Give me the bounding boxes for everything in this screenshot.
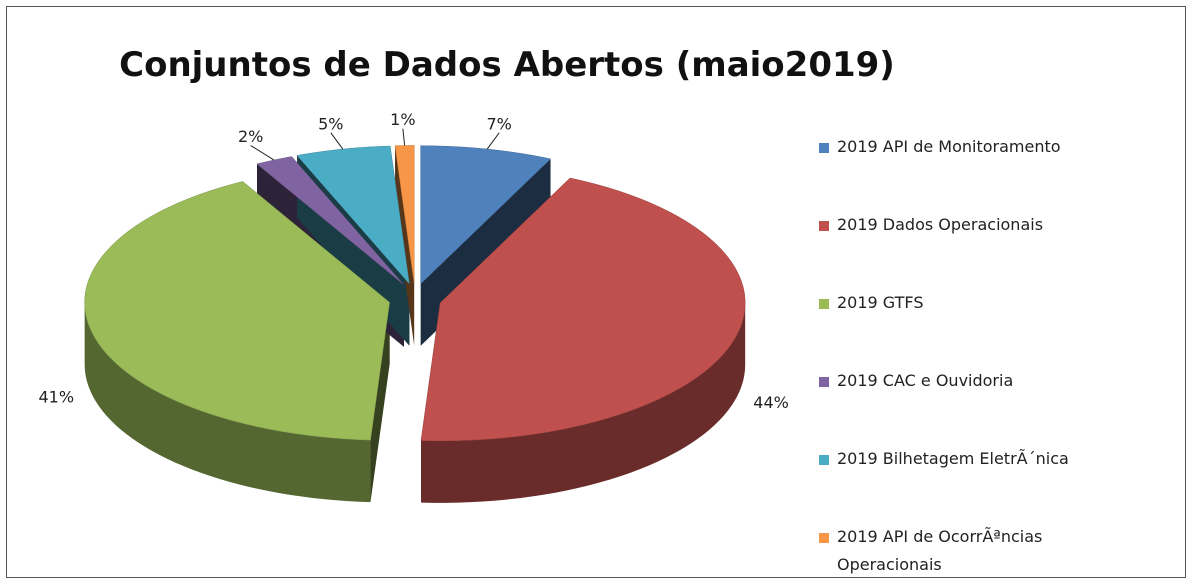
- legend-item: 2019 Bilhetagem EletrÃ´nica: [819, 445, 1139, 473]
- slice-outer-side: [421, 302, 746, 503]
- pie-area: 7% 44% 41% 2% 5% 1%: [38, 110, 789, 503]
- leader-line: [402, 128, 406, 146]
- legend-item: 2019 API de OcorrÃªncias Operacionais: [819, 523, 1139, 579]
- legend-swatch: [819, 143, 829, 153]
- data-label: 2%: [238, 127, 263, 146]
- legend-swatch: [819, 299, 829, 309]
- data-label: 5%: [318, 114, 343, 133]
- slice-tops: [84, 145, 746, 442]
- slice: [420, 177, 746, 442]
- slice: [256, 156, 405, 286]
- data-label: 44%: [753, 393, 789, 412]
- slice: [84, 181, 390, 441]
- chart: 7% 44% 41% 2% 5% 1% Conjuntos de Dados Aberto…: [6, 6, 1186, 578]
- legend-swatch: [819, 533, 829, 543]
- legend-swatch: [819, 377, 829, 387]
- legend-item: 2019 GTFS: [819, 289, 1139, 317]
- slice-outer-side: [84, 302, 371, 503]
- slice: [420, 145, 552, 285]
- legend-swatch: [819, 455, 829, 465]
- leader-line: [250, 145, 275, 161]
- legend-label: 2019 Bilhetagem EletrÃ´nica: [837, 449, 1069, 468]
- leader-line: [486, 132, 500, 150]
- chart-title: Conjuntos de Dados Abertos (maio2019): [119, 45, 895, 85]
- legend-label: 2019 API de OcorrÃªncias Operacionais: [837, 527, 1043, 574]
- legend-item: 2019 Dados Operacionais: [819, 211, 1139, 239]
- leader-line: [330, 132, 344, 150]
- data-label: 7%: [486, 114, 511, 133]
- legend-label: 2019 API de Monitoramento: [837, 137, 1061, 156]
- legend-item: 2019 CAC e Ouvidoria: [819, 367, 1139, 395]
- legend-item: 2019 API de Monitoramento: [819, 133, 1139, 161]
- slice-cut-side: [395, 145, 415, 346]
- legend-swatch: [819, 221, 829, 231]
- data-label: 1%: [390, 110, 415, 129]
- slice: [296, 145, 410, 285]
- legend-label: 2019 Dados Operacionais: [837, 215, 1044, 234]
- slice: [394, 145, 415, 284]
- legend-label: 2019 CAC e Ouvidoria: [837, 371, 1014, 390]
- data-label: 41%: [38, 388, 74, 407]
- legend-label: 2019 GTFS: [837, 293, 924, 312]
